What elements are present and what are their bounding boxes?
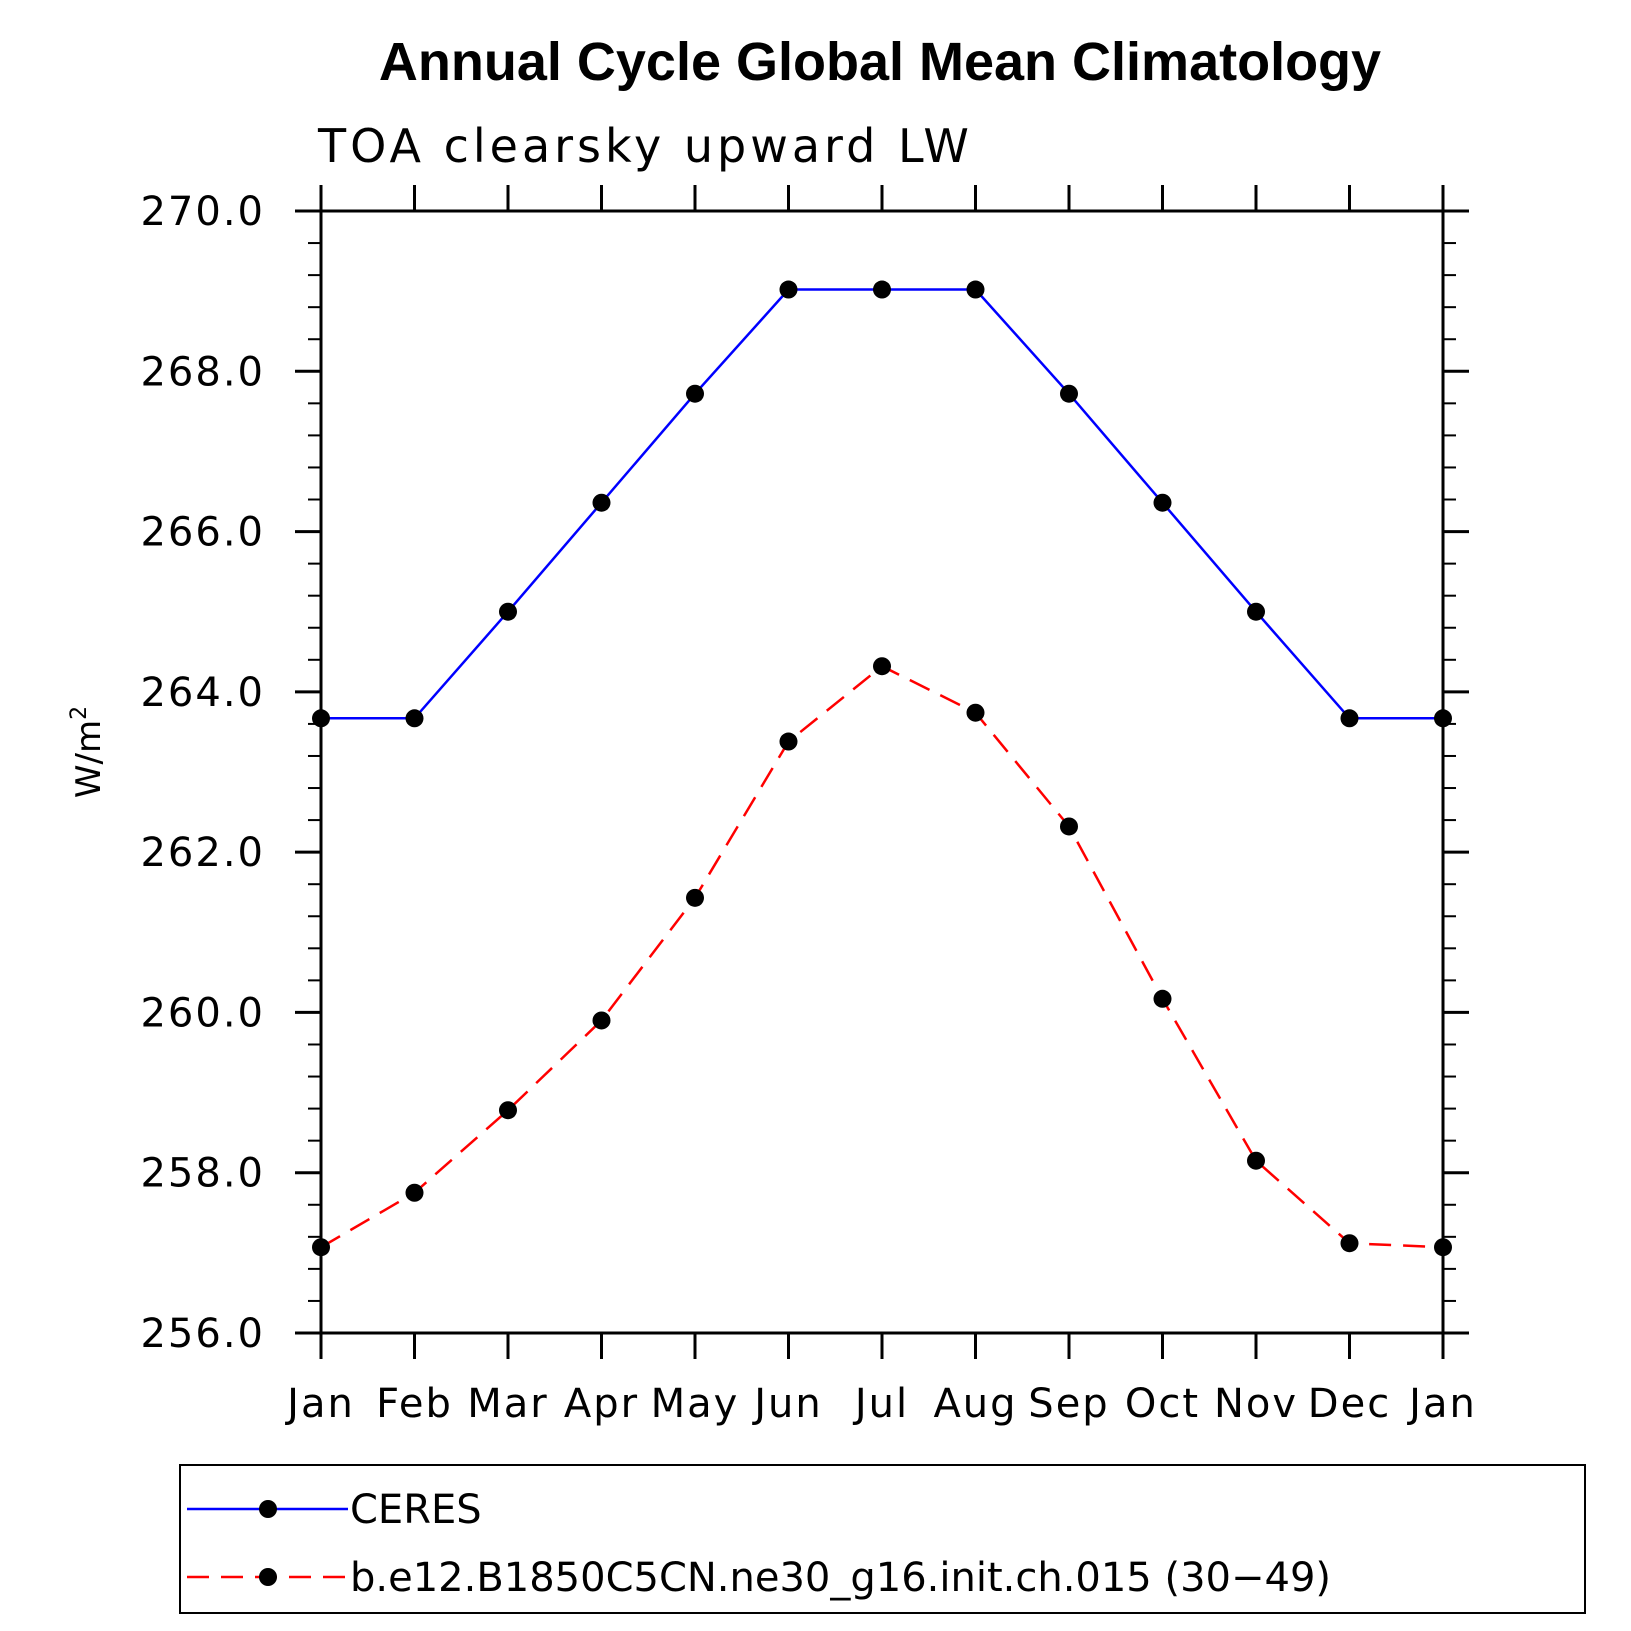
series-0-point: [779, 280, 798, 299]
y-tick-label: 268.0: [140, 349, 265, 395]
plot-frame: [319, 209, 1445, 1335]
x-tick-label: May: [651, 1381, 740, 1427]
series-0-point: [1247, 602, 1265, 621]
series-0-point: [1340, 709, 1359, 728]
legend: CERES b.e12.B1850C5CN.ne30_g16.init.ch.01…: [179, 1464, 1586, 1614]
y-axis-label-superscript: 2: [67, 706, 92, 720]
axes: Jan Feb Mar Apr May Jun Jul Aug Sep Oct Nov Dec Jan 2…: [140, 185, 1477, 1427]
x-tick-label: Aug: [933, 1381, 1017, 1427]
y-axis-label: W/m2: [67, 706, 109, 798]
x-tick-label: Jun: [751, 1381, 823, 1427]
series-1-point: [1434, 1238, 1452, 1257]
y-tick-label: 256.0: [140, 1311, 265, 1357]
x-tick-label: Jan: [1406, 1381, 1477, 1427]
series-0-point: [873, 280, 891, 299]
series-0-point: [499, 602, 517, 621]
series-1-point: [779, 732, 798, 751]
legend-marker-1: [259, 1568, 277, 1586]
series-0-point: [312, 709, 330, 728]
y-tick-label: 262.0: [140, 830, 265, 876]
series-1-point: [592, 1011, 611, 1030]
legend-label-1: b.e12.B1850C5CN.ne30_g16.init.ch.015 (30…: [350, 1555, 1331, 1601]
chart-title: Annual Cycle Global Mean Climatology: [379, 32, 1381, 92]
x-tick-label: Jan: [284, 1381, 355, 1427]
series-1-point: [873, 657, 891, 676]
series-0-point: [1153, 493, 1172, 512]
x-tick-label: Apr: [564, 1381, 639, 1427]
series-1-point: [405, 1183, 424, 1202]
legend-box: [179, 1464, 1586, 1614]
x-tick-label: Jul: [852, 1381, 909, 1427]
series-0-point: [1434, 709, 1452, 728]
series-0-point: [966, 280, 985, 299]
series-1-point: [1340, 1234, 1359, 1253]
x-tick-label: Sep: [1028, 1381, 1109, 1427]
series-1-point: [1247, 1151, 1265, 1170]
y-tick-label: 270.0: [140, 189, 265, 235]
svg-text:W/m2: W/m2: [67, 706, 109, 798]
series-1-point: [686, 888, 704, 907]
y-tick-label: 258.0: [140, 1151, 265, 1197]
series-1-point: [499, 1101, 517, 1120]
x-tick-label: Mar: [467, 1381, 548, 1427]
series-0-point: [405, 709, 424, 728]
series-1-point: [312, 1238, 330, 1257]
series-0-point: [686, 384, 704, 403]
series-1-point: [966, 703, 985, 722]
series-0-point: [1060, 384, 1078, 403]
series-0-point: [592, 493, 611, 512]
series-1-point: [1060, 817, 1078, 836]
legend-label-0: CERES: [350, 1487, 482, 1533]
x-tick-label: Dec: [1308, 1381, 1391, 1427]
y-tick-label: 260.0: [140, 990, 265, 1036]
chart-subtitle: TOA clearsky upward LW: [317, 119, 973, 173]
y-tick-label: 264.0: [140, 670, 265, 716]
y-axis-label-text: W/m: [69, 720, 109, 798]
x-tick-label: Nov: [1214, 1381, 1298, 1427]
y-tick-label: 266.0: [140, 510, 265, 556]
legend-marker-0: [259, 1500, 277, 1518]
series-line-0: [321, 288, 1443, 720]
series-layer: [312, 280, 1452, 1257]
series-1-point: [1153, 989, 1172, 1008]
x-tick-label: Feb: [376, 1381, 453, 1427]
series-line-1: [320, 664, 1444, 1249]
x-tick-label: Oct: [1125, 1381, 1200, 1427]
